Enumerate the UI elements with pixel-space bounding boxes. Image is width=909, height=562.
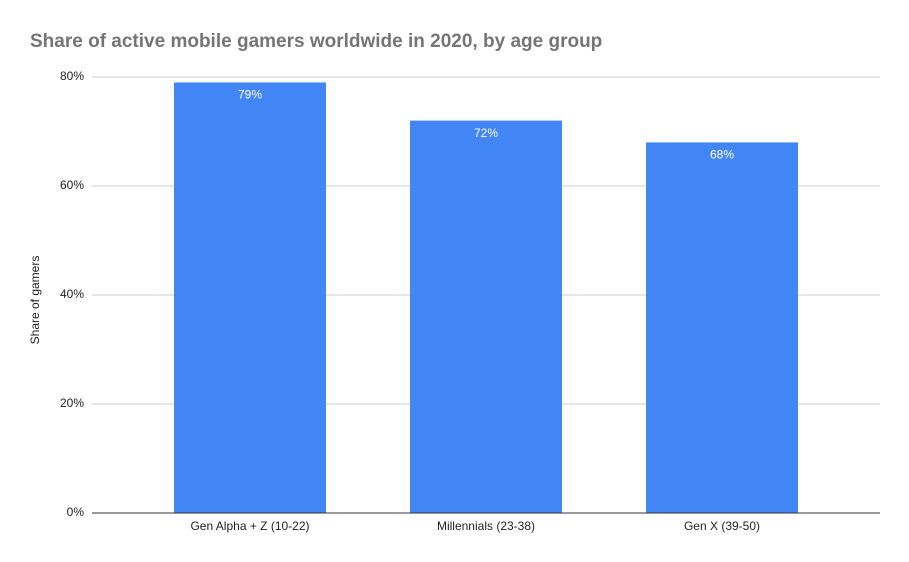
y-axis-label: Share of gamers [28, 256, 42, 345]
x-tick-label: Gen X (39-50) [684, 519, 760, 533]
value-label: 68% [710, 148, 734, 162]
y-tick-label: 20% [60, 396, 84, 410]
y-tick-label: 0% [67, 505, 85, 519]
bar [646, 142, 798, 513]
value-label: 72% [474, 126, 498, 140]
y-tick-label: 60% [60, 178, 84, 192]
x-tick-label: Millennials (23-38) [437, 519, 535, 533]
y-tick-label: 40% [60, 287, 84, 301]
bar [174, 82, 326, 513]
value-label: 79% [238, 88, 262, 102]
y-tick-label: 80% [60, 69, 84, 83]
chart-title: Share of active mobile gamers worldwide … [30, 31, 602, 52]
bar [410, 120, 562, 513]
x-tick-label: Gen Alpha + Z (10-22) [190, 519, 309, 533]
